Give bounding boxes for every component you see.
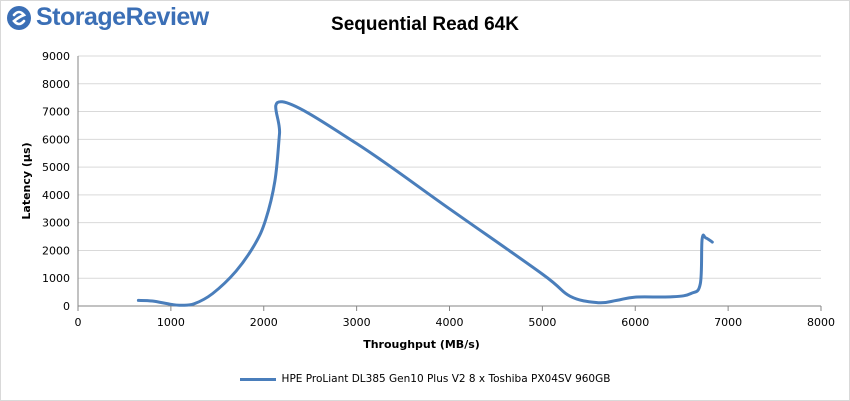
y-tick-label: 3000 [42, 217, 70, 230]
x-tick-label: 6000 [621, 316, 649, 329]
x-tick-label: 3000 [343, 316, 371, 329]
y-tick-label: 0 [63, 300, 70, 313]
legend-label: HPE ProLiant DL385 Gen10 Plus V2 8 x Tos… [281, 373, 611, 385]
storagereview-logo-icon [7, 5, 31, 30]
x-tick-label: 1000 [157, 316, 185, 329]
legend-swatch [239, 377, 276, 381]
chart-legend: HPE ProLiant DL385 Gen10 Plus V2 8 x Tos… [0, 373, 850, 385]
x-tick-label: 4000 [436, 316, 464, 329]
y-tick-label: 8000 [42, 78, 70, 91]
y-axis-title: Latency (µs) [20, 142, 33, 219]
x-tick-label: 2000 [250, 316, 278, 329]
x-axis-title: Throughput (MB/s) [363, 338, 480, 351]
chart-title: Sequential Read 64K [331, 14, 519, 35]
y-tick-label: 4000 [42, 189, 70, 202]
brand-name: StorageReview [36, 3, 209, 31]
y-tick-label: 7000 [42, 106, 70, 119]
series-line [136, 100, 714, 307]
y-tick-label: 1000 [42, 272, 70, 285]
x-tick-label: 8000 [807, 316, 835, 329]
y-tick-label: 6000 [42, 133, 70, 146]
x-tick-label: 0 [75, 316, 82, 329]
brand-logo: StorageReview [6, 3, 209, 32]
y-tick-label: 5000 [42, 161, 70, 174]
y-tick-label: 2000 [42, 244, 70, 257]
x-tick-label: 7000 [714, 316, 742, 329]
x-tick-label: 5000 [528, 316, 556, 329]
y-tick-label: 9000 [42, 50, 70, 63]
